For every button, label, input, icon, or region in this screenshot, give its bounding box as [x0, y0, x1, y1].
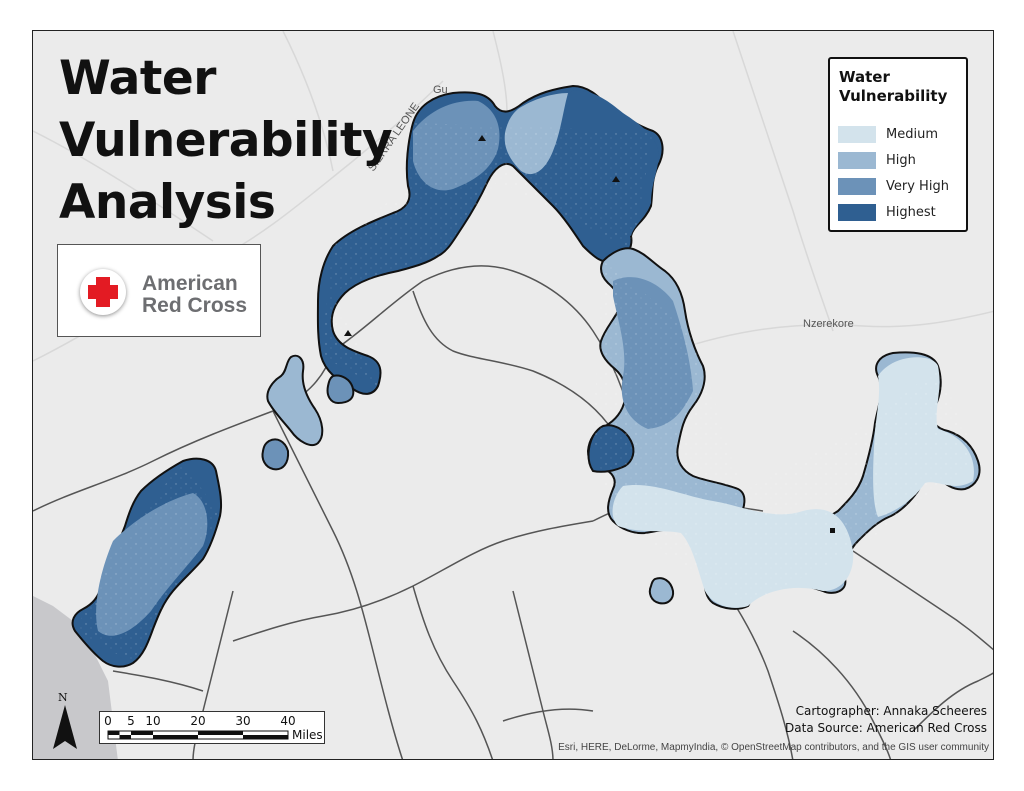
legend-label-very-high: Very High	[886, 179, 949, 194]
legend-item-high: High	[838, 152, 964, 170]
red-cross-logo: American Red Cross	[57, 244, 261, 337]
legend-item-highest: Highest	[838, 204, 964, 222]
site-markers	[344, 135, 835, 533]
place-label-gu: Gu	[433, 84, 448, 96]
basemap-attribution: Esri, HERE, DeLorme, MapmyIndia, © OpenS…	[558, 742, 989, 753]
scale-tick-0: 0	[104, 714, 112, 728]
scale-bar: 0 5 10 20 30 40 Miles	[99, 711, 325, 744]
cartographer-credit: Cartographer: Annaka Scheeres	[795, 704, 987, 718]
north-label: N	[58, 691, 68, 704]
legend-swatch-highest	[838, 204, 876, 221]
legend-swatch-high	[838, 152, 876, 169]
ocean	[33, 596, 118, 759]
map-title-line-1: Water	[59, 51, 216, 106]
map-title-line-3: Analysis	[59, 175, 276, 230]
legend-swatch-medium	[838, 126, 876, 143]
red-cross-icon	[80, 269, 126, 315]
region-texture	[75, 123, 978, 663]
scale-units: Miles	[292, 728, 323, 742]
place-label-nzerekore: Nzerekore	[803, 318, 854, 330]
scale-bar-graphic	[107, 730, 289, 740]
north-arrow-icon	[53, 705, 77, 749]
scale-tick-5: 5	[127, 714, 135, 728]
legend-item-very-high: Very High	[838, 178, 964, 196]
logo-text-line-1: American	[142, 272, 238, 295]
map-title-line-2: Vulnerability	[59, 113, 393, 168]
legend-item-medium: Medium	[838, 126, 964, 144]
legend-label-high: High	[886, 153, 916, 168]
legend-title: Water Vulnerability	[839, 68, 948, 105]
scale-tick-40: 40	[280, 714, 296, 728]
map-frame: Gu SIERRA LEONE Nzerekore Water Vulnerab…	[32, 30, 994, 760]
credits: Cartographer: Annaka Scheeres Data Sourc…	[785, 703, 987, 737]
legend: Water Vulnerability Medium High Very Hig…	[828, 57, 968, 232]
data-source-credit: Data Source: American Red Cross	[785, 721, 987, 735]
scale-tick-20: 20	[190, 714, 206, 728]
legend-swatch-very-high	[838, 178, 876, 195]
legend-label-highest: Highest	[886, 205, 936, 220]
legend-label-medium: Medium	[886, 127, 938, 142]
logo-text-line-2: Red Cross	[142, 294, 248, 317]
scale-tick-10: 10	[145, 714, 161, 728]
scale-tick-30: 30	[235, 714, 251, 728]
